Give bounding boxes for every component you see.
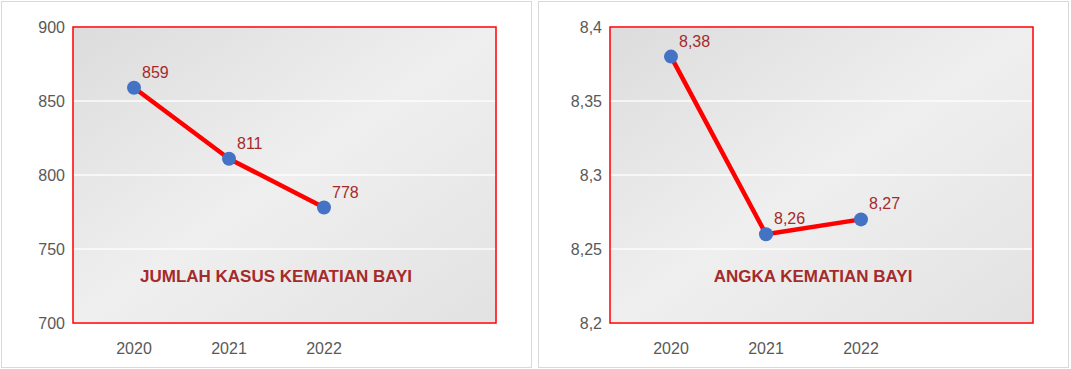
plot-frame bbox=[610, 27, 1033, 323]
x-tick-label: 2022 bbox=[843, 340, 879, 357]
y-tick-label: 8,3 bbox=[580, 167, 602, 184]
y-tick-label: 8,35 bbox=[571, 93, 602, 110]
panel-border bbox=[2, 2, 532, 368]
data-point bbox=[854, 212, 868, 226]
y-tick-label: 750 bbox=[38, 241, 65, 258]
data-label: 811 bbox=[237, 135, 263, 152]
plot-frame bbox=[73, 27, 496, 323]
data-point bbox=[222, 152, 236, 166]
x-tick-label: 2022 bbox=[306, 340, 342, 357]
data-label: 859 bbox=[142, 64, 169, 81]
data-label: 8,38 bbox=[679, 33, 710, 50]
y-tick-label: 700 bbox=[38, 315, 65, 332]
y-tick-label: 8,2 bbox=[580, 315, 602, 332]
plot-background bbox=[73, 27, 496, 323]
data-point bbox=[759, 227, 773, 241]
data-line bbox=[134, 88, 324, 208]
grid-line bbox=[73, 248, 496, 250]
y-tick-label: 800 bbox=[38, 167, 65, 184]
data-point bbox=[664, 50, 678, 64]
data-point bbox=[127, 81, 141, 95]
chart-title: JUMLAH KASUS KEMATIAN BAYI bbox=[140, 267, 412, 286]
grid-line bbox=[610, 248, 1033, 250]
plot-background bbox=[610, 27, 1033, 323]
grid-line bbox=[73, 174, 496, 176]
chart-panel: 8,2 8,25 8,3 8,35 8,4 2020 2021 2022 ANGKA KEMAT… bbox=[538, 1, 1069, 368]
chart-panel: 700 750 800 850 900 2020 2021 2022 JUMLAH KASUS … bbox=[1, 1, 532, 368]
x-tick-label: 2020 bbox=[116, 340, 152, 357]
data-label: 778 bbox=[332, 184, 359, 201]
y-tick-label: 850 bbox=[38, 93, 65, 110]
y-tick-label: 8,4 bbox=[580, 19, 602, 36]
chart-title: ANGKA KEMATIAN BAYI bbox=[714, 267, 913, 286]
data-group bbox=[127, 81, 331, 215]
data-group bbox=[664, 50, 868, 242]
grid-line bbox=[610, 100, 1033, 102]
x-tick-label: 2020 bbox=[653, 340, 689, 357]
y-tick-label: 900 bbox=[38, 19, 65, 36]
y-tick-label: 8,25 bbox=[571, 241, 602, 258]
grid-line bbox=[73, 100, 496, 102]
data-label: 8,26 bbox=[774, 210, 805, 227]
x-tick-label: 2021 bbox=[748, 340, 784, 357]
data-label: 8,27 bbox=[869, 195, 900, 212]
data-point bbox=[317, 201, 331, 215]
panel-border bbox=[539, 2, 1069, 368]
data-line bbox=[671, 57, 861, 235]
grid-line bbox=[610, 174, 1033, 176]
x-tick-label: 2021 bbox=[211, 340, 247, 357]
